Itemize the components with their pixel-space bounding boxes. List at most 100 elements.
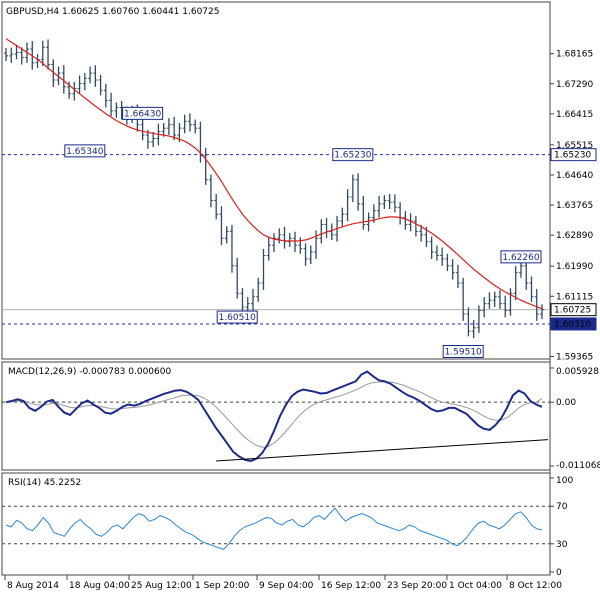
price-bar (298, 237, 303, 254)
price-layer: 1.66430 1.65340 1.65230 1.60510 1.62260 1.595… (2, 38, 550, 358)
macd-tick-label: 0.00 (556, 398, 576, 408)
price-bar (413, 215, 418, 237)
price-bar (151, 131, 156, 148)
rsi-layer (2, 505, 550, 550)
macd-trendline (216, 439, 549, 462)
price-bar (261, 248, 266, 290)
price-bar (109, 92, 114, 117)
price-bar (172, 116, 177, 141)
annotation-label: 1.62260 (502, 253, 539, 263)
price-bar (466, 307, 471, 337)
price-bar (103, 83, 108, 108)
macd-main-line (5, 370, 543, 463)
price-bar (19, 47, 24, 65)
price-tick-label: 1.64640 (556, 171, 593, 181)
price-bar (287, 233, 292, 247)
price-bar (219, 206, 224, 246)
annotation-label: 1.60510 (219, 313, 256, 323)
price-bar (403, 211, 408, 230)
price-bar (440, 247, 445, 266)
price-bar (229, 224, 234, 273)
price-bar (366, 212, 371, 232)
price-bar (4, 47, 8, 62)
price-annotation: 1.66430 (122, 106, 164, 120)
current-price-label: 1.60725 (554, 306, 591, 316)
price-bar (182, 114, 187, 134)
macd-tick-label: 0.005928 (556, 367, 599, 377)
price-tick-label: 1.67290 (556, 80, 593, 90)
annotation-label: 1.65340 (66, 147, 103, 157)
price-bar (282, 226, 287, 249)
price-bar (145, 129, 150, 149)
price-bar (497, 290, 502, 309)
price-bar (445, 253, 450, 271)
x-tick-label: 9 Sep 04:00 (259, 581, 314, 591)
annotation-box (500, 250, 542, 264)
macd-header: MACD(12,26,9) -0.000783 0.000600 (8, 367, 171, 377)
price-bar (256, 277, 261, 302)
axis-level-label: 1.60310 (554, 320, 591, 330)
price-bar (240, 288, 245, 314)
price-tick-label: 1.61990 (556, 262, 593, 272)
price-bar (392, 194, 397, 213)
axis-level-label: 1.65230 (554, 151, 591, 161)
price-bar (340, 207, 345, 227)
price-bar (524, 260, 529, 290)
rsi-tick-label: 70 (556, 502, 568, 512)
annotation-label: 1.65230 (334, 151, 371, 161)
price-bar (419, 224, 424, 242)
annotation-box (64, 144, 106, 158)
price-bar (434, 245, 439, 261)
price-bar (9, 47, 14, 63)
price-bar (166, 118, 171, 136)
price-header: GBPUSD,H4 1.60625 1.60760 1.60441 1.6072… (6, 7, 219, 17)
price-bar (203, 147, 208, 185)
price-bar (513, 266, 518, 301)
price-bar (461, 277, 466, 321)
price-bar (455, 264, 460, 289)
price-bar (361, 195, 366, 230)
axis-level-label-box (550, 148, 597, 162)
price-bar (345, 189, 350, 222)
price-bar (450, 259, 455, 280)
price-bar (482, 297, 487, 318)
price-tick-label: 1.62890 (556, 231, 593, 241)
price-bar (40, 40, 45, 67)
price-bar (487, 292, 492, 309)
price-bar (529, 276, 534, 302)
rsi-header: RSI(14) 45.2252 (8, 478, 81, 488)
price-bar (503, 295, 508, 318)
price-bar (93, 65, 98, 87)
price-panel-frame (1, 1, 551, 360)
macd-panel-frame (1, 361, 551, 471)
annotation-box (122, 106, 164, 120)
price-annotation: 1.65230 (332, 148, 374, 162)
price-bar (72, 82, 77, 101)
price-tick-label: 1.61115 (556, 292, 593, 302)
price-bar (98, 74, 103, 96)
price-bar (508, 288, 513, 316)
price-bar (429, 236, 434, 259)
annotation-label: 1.66430 (124, 109, 161, 119)
price-tick-label: 1.63765 (556, 201, 593, 211)
price-bar (387, 193, 392, 210)
price-bar (377, 195, 382, 218)
price-annotation: 1.62260 (500, 250, 542, 264)
x-tick-label: 16 Sep 12:00 (321, 581, 381, 591)
price-bar (534, 288, 539, 321)
axis-layer: 1.68165 1.67290 1.66415 1.65515 1.64640 1.637… (4, 50, 600, 591)
price-tick-label: 1.68165 (556, 50, 593, 60)
price-bar (293, 231, 298, 253)
rsi-panel-frame (1, 472, 551, 576)
price-bar (471, 319, 476, 339)
annotation-box (332, 148, 374, 162)
price-bar (350, 174, 355, 203)
price-bar (235, 257, 240, 299)
price-bar (308, 245, 313, 265)
moving-average-line (5, 38, 543, 310)
price-bar (193, 119, 198, 134)
x-tick-label: 1 Sep 20:00 (195, 581, 250, 591)
price-bar (250, 288, 255, 311)
macd-tick-label: -0.011068 (556, 461, 600, 471)
annotation-box (216, 310, 258, 324)
